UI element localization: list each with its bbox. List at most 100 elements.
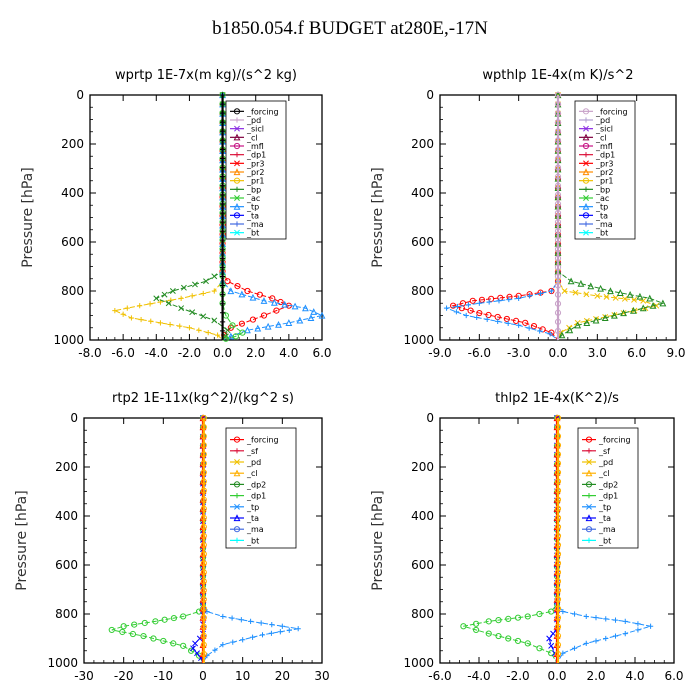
series-point-5 — [554, 173, 562, 180]
series-point-4 — [260, 297, 268, 304]
legend-box — [574, 100, 636, 240]
legend-marker — [582, 168, 590, 176]
x-tick-label: 10 — [235, 669, 250, 683]
legend-label: _cl — [595, 133, 607, 142]
series-point-5 — [554, 478, 562, 485]
series-point-2 — [526, 325, 532, 331]
series-point-5 — [554, 137, 562, 144]
legend-label: _mfl — [595, 142, 613, 151]
series-point-5 — [554, 146, 562, 153]
series-point-5 — [554, 442, 562, 449]
series-point-2 — [186, 325, 193, 331]
series-point-5 — [554, 191, 562, 198]
legend-label: _ta — [595, 211, 608, 220]
series-point-5 — [554, 433, 562, 440]
legend-label: _dp1 — [246, 151, 266, 160]
series-point-6 — [219, 282, 226, 289]
series-point-3 — [191, 281, 198, 288]
series-point-2 — [258, 620, 264, 626]
legend-label: _ma — [598, 525, 616, 534]
series-point-3 — [211, 317, 218, 324]
legend: _forcing _sf _pd _cl _dp2 _dp1 _tp _ta _ma _bt — [225, 427, 297, 549]
series-point-2 — [229, 615, 235, 621]
series-point-5 — [554, 605, 562, 612]
series-point-1 — [152, 618, 159, 625]
panel-title: thlp2 1E-4x(K^2)/s — [495, 391, 619, 406]
legend-marker — [583, 152, 589, 158]
series-point-5 — [554, 414, 562, 422]
x-tick-label: 0.0 — [548, 346, 567, 360]
legend-label: _sf — [598, 447, 610, 456]
series-point-2 — [612, 633, 619, 639]
series-point-2 — [463, 312, 469, 319]
series-point-2 — [212, 647, 218, 653]
series-point-1 — [467, 307, 474, 314]
series-point-6 — [219, 210, 226, 216]
x-tick-label: 6.0 — [312, 346, 331, 360]
legend-marker — [234, 195, 240, 201]
series-point-5 — [554, 451, 562, 458]
series-point-1 — [277, 298, 284, 306]
series-point-5 — [200, 578, 207, 585]
series-point-4 — [610, 311, 618, 319]
series-point-4 — [264, 322, 272, 330]
series-point-3 — [224, 327, 231, 334]
y-tick-label: 1000 — [403, 333, 434, 347]
series-point-5 — [554, 182, 562, 189]
series-point-6 — [219, 101, 226, 107]
legend-marker — [234, 186, 240, 192]
series-point-2 — [495, 318, 501, 324]
legend-marker — [233, 514, 241, 522]
x-tick-label: -30 — [74, 669, 94, 683]
y-tick-label: 1000 — [403, 656, 434, 670]
legend-label: _sicl — [595, 125, 613, 134]
series-point-3 — [200, 313, 207, 320]
series-point-2 — [295, 626, 301, 632]
legend-marker — [233, 168, 241, 176]
legend-marker — [585, 436, 593, 443]
series-point-1 — [119, 628, 126, 636]
legend-label: _ma — [246, 220, 264, 229]
series-point-1 — [161, 616, 168, 623]
series-point-5 — [554, 128, 562, 135]
x-tick-label: -3.0 — [507, 346, 530, 360]
legend-marker — [233, 202, 241, 210]
series-point-4 — [254, 324, 262, 332]
series-point-2 — [593, 615, 599, 621]
series-point-5 — [554, 209, 562, 217]
series-point-1 — [460, 623, 467, 630]
series-point-5 — [554, 110, 562, 117]
series-point-6 — [219, 319, 226, 325]
legend-marker — [585, 526, 593, 533]
legend-box — [577, 427, 639, 549]
series-point-2 — [205, 330, 211, 336]
series-point-1 — [234, 283, 241, 290]
series-point-5 — [554, 578, 562, 585]
legend-marker — [582, 108, 590, 115]
y-tick-label: 1000 — [53, 333, 84, 347]
series-point-5 — [554, 218, 562, 226]
legend-marker — [233, 469, 241, 477]
chart-panel-2: wpthlp 1E-4x(m K)/s^2 Pressure [hPa] -9.0 -… — [370, 68, 686, 360]
x-tick-label: 6.0 — [627, 346, 646, 360]
series-point-5 — [554, 514, 562, 521]
series-point-1 — [249, 316, 257, 323]
legend-label: _ac — [595, 194, 609, 203]
series-point-3 — [178, 305, 185, 312]
series-point-5 — [200, 496, 207, 503]
series-point-5 — [554, 541, 562, 549]
series-point-5 — [200, 523, 207, 530]
series-point-2 — [648, 623, 654, 629]
series-point-2 — [593, 638, 599, 644]
x-tick-label: 0.0 — [547, 669, 566, 683]
series-point-1 — [150, 635, 157, 642]
legend-label: _ta — [598, 514, 611, 523]
x-tick-label: 0.0 — [213, 346, 232, 360]
series-point-2 — [506, 296, 512, 303]
series-point-5 — [554, 300, 562, 307]
series-point-6 — [219, 164, 226, 171]
series-point-3 — [189, 309, 196, 316]
legend-label: _tp — [246, 503, 259, 512]
series-point-6 — [219, 219, 226, 225]
legend-label: _dp2 — [598, 480, 618, 489]
